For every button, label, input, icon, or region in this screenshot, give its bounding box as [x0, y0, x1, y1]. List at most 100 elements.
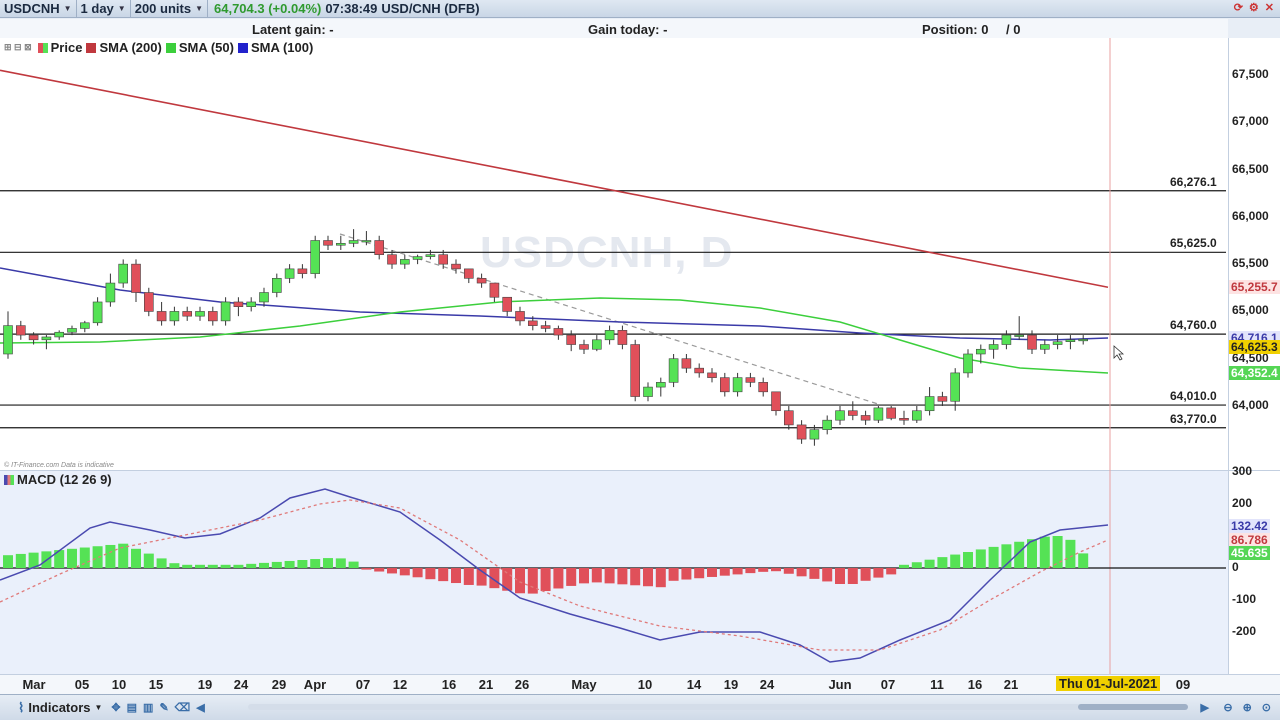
macd-histogram-bar	[15, 553, 26, 568]
macd-histogram-bar	[758, 568, 769, 572]
date-tick-label: 11	[930, 677, 944, 692]
candle-body	[463, 268, 474, 279]
trend-line	[339, 233, 879, 405]
date-tick-label: 21	[1003, 677, 1019, 692]
macd-legend[interactable]: MACD (12 26 9)	[4, 472, 112, 487]
date-tick-label: 29	[271, 677, 287, 692]
candle-body	[771, 391, 781, 412]
indicators-icon: ⌇	[18, 699, 25, 715]
macd-histogram-bar	[361, 568, 372, 570]
crosshair-icon[interactable]: ✥	[111, 702, 121, 714]
indicators-label: Indicators	[28, 700, 91, 715]
candle-body	[271, 278, 282, 293]
candle-body	[41, 336, 52, 341]
macd-histogram-bar	[28, 552, 39, 568]
price-tag: 65,255.7	[1229, 280, 1280, 295]
chevron-down-icon: ▼	[94, 703, 103, 712]
legend-tools-icon[interactable]: ⊞ ⊟ ⊠	[4, 42, 32, 52]
draw-icon[interactable]: ✎	[159, 702, 169, 714]
candle-body	[374, 240, 385, 255]
trash-icon[interactable]: ⌫	[174, 702, 191, 714]
macd-histogram-bar	[502, 568, 513, 591]
macd-histogram-bar	[438, 568, 449, 582]
candle-body	[387, 254, 397, 265]
scroll-right-icon[interactable]: ▶	[1200, 702, 1209, 714]
date-cursor-label: Thu 01-Jul-2021	[1056, 676, 1161, 691]
candle-body	[745, 377, 756, 383]
hline-label: 63,770.0	[1168, 411, 1219, 426]
macd-tag: 45.635	[1229, 546, 1270, 561]
legend-price[interactable]: Price	[37, 40, 82, 55]
instrument-name: USD/CNH (DFB)	[381, 1, 480, 16]
macd-histogram-bar	[297, 560, 308, 568]
date-tick-label: 19	[197, 677, 213, 692]
macd-histogram-bar	[630, 568, 641, 586]
macd-histogram-bar	[156, 558, 167, 568]
macd-histogram-bar	[1065, 539, 1076, 568]
zoom-in-icon[interactable]: ⊕	[1242, 702, 1252, 714]
close-icon[interactable]: ✕	[1264, 2, 1274, 14]
candle-body	[425, 254, 436, 257]
layout-icon[interactable]: ▥	[143, 702, 154, 714]
zoom-reset-icon[interactable]: ⊙	[1261, 702, 1271, 714]
macd-histogram-bar	[911, 562, 922, 568]
macd-histogram-bar	[809, 568, 820, 579]
candle-body	[348, 240, 359, 244]
candle-body	[259, 292, 269, 303]
candle-body	[579, 344, 589, 350]
macd-histogram-bar	[451, 568, 461, 584]
chart-scrollbar[interactable]	[248, 704, 1188, 710]
chevron-down-icon: ▼	[117, 4, 126, 13]
candle-body	[566, 334, 577, 345]
macd-histogram-bar	[886, 568, 897, 575]
candle-body	[1001, 334, 1012, 345]
units-label: 200 units	[134, 1, 192, 16]
price-tick-label: 66,000	[1232, 208, 1269, 223]
date-tick-label: 19	[723, 677, 739, 692]
candle-body	[975, 348, 986, 355]
scroll-left-icon[interactable]: ◀	[196, 702, 205, 714]
macd-tick-label: -200	[1232, 624, 1257, 638]
candle-body	[719, 377, 730, 393]
date-tick-label: 12	[392, 677, 408, 692]
candle-body	[233, 301, 244, 308]
interval-select[interactable]: 1 day ▼	[77, 0, 131, 18]
date-tick-label: 10	[111, 677, 127, 692]
units-select[interactable]: 200 units ▼	[131, 0, 208, 18]
candle-body	[1052, 341, 1063, 345]
candle-body	[732, 377, 743, 393]
candle-body	[822, 419, 833, 430]
candle-body	[156, 311, 167, 322]
macd-histogram-bar	[335, 558, 346, 568]
candle-body	[783, 410, 794, 426]
candle-body	[118, 263, 128, 284]
position-info-bar: Latent gain: - Gain today: - Position: 0…	[0, 19, 1228, 39]
refresh-icon[interactable]: ⟳	[1233, 2, 1243, 14]
zoom-out-icon[interactable]: ⊖	[1223, 702, 1233, 714]
mouse-pointer-icon	[1113, 345, 1125, 361]
symbol-select[interactable]: USDCNH ▼	[0, 0, 77, 18]
candle-body	[988, 344, 999, 350]
indicators-button[interactable]: ⌇ Indicators ▼	[0, 700, 108, 716]
scrollbar-thumb[interactable]	[1078, 704, 1188, 710]
candle-body	[246, 301, 256, 308]
date-tick-label: 15	[148, 677, 164, 692]
legend-sma200[interactable]: SMA (200)	[86, 40, 162, 55]
candle-body	[604, 330, 615, 341]
macd-histogram-bar	[323, 558, 333, 568]
macd-histogram-bar	[195, 564, 205, 568]
macd-histogram-bar	[425, 568, 436, 580]
candle-body	[28, 334, 39, 341]
toolbar: USDCNH ▼ 1 day ▼ 200 units ▼ 64,704.3 (+0.0…	[0, 0, 1280, 18]
settings-icon[interactable]: ⚙	[1248, 2, 1259, 14]
date-tick-label: 07	[880, 677, 896, 692]
layout-icon[interactable]: ▤	[126, 702, 138, 714]
macd-histogram-bar	[643, 568, 653, 587]
legend-sma50[interactable]: SMA (50)	[165, 40, 234, 55]
candle-body	[92, 301, 103, 324]
candle-body	[3, 325, 13, 355]
legend-sma100[interactable]: SMA (100)	[237, 40, 313, 55]
candle-body	[182, 311, 192, 317]
candle-body	[655, 382, 666, 388]
